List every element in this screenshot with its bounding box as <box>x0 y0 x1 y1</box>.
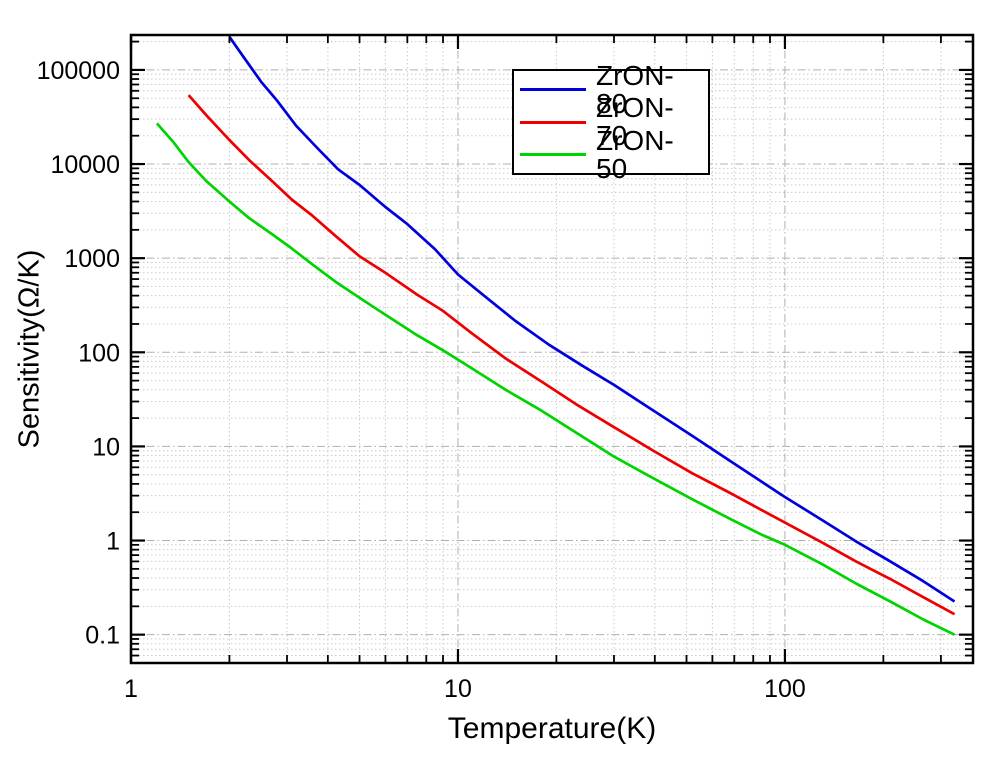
y-tick-label: 10 <box>92 433 120 461</box>
x-tick-label: 10 <box>444 675 472 703</box>
legend-item-zron-70: ZrON-70 <box>520 94 704 150</box>
x-tick-label: 100 <box>764 675 806 703</box>
series-line-zron-50 <box>155 122 956 636</box>
legend-item-zron-80: ZrON-80 <box>520 61 704 117</box>
x-tick-label: 1 <box>124 675 138 703</box>
plot-border <box>129 33 975 665</box>
y-tick-label: 1 <box>106 528 120 556</box>
y-tick-label: 1000 <box>64 245 120 273</box>
y-tick-label: 0.1 <box>85 622 120 650</box>
y-axis-title: Sensitivity(Ω/K) <box>13 249 46 449</box>
legend-item-zron-50: ZrON-50 <box>520 126 704 182</box>
legend: ZrON-80 ZrON-70 ZrON-50 <box>512 61 710 182</box>
legend-line-swatch <box>520 153 586 156</box>
y-tick-label: 100000 <box>37 57 120 85</box>
grid-major <box>131 35 973 663</box>
legend-label: ZrON-50 <box>596 124 674 184</box>
legend-line-swatch <box>520 120 586 124</box>
y-tick-label: 10000 <box>50 151 120 179</box>
axis-ticks <box>129 35 973 663</box>
series-lines <box>155 36 956 636</box>
legend-line-swatch <box>520 88 586 91</box>
series-line-zron-70 <box>187 94 956 616</box>
series-line-zron-80 <box>228 36 956 603</box>
y-tick-label: 100 <box>78 339 120 367</box>
legend-label: ZrON-80 <box>596 59 674 119</box>
x-axis-title: Temperature(K) <box>447 712 657 745</box>
legend-label: ZrON-70 <box>596 92 674 151</box>
